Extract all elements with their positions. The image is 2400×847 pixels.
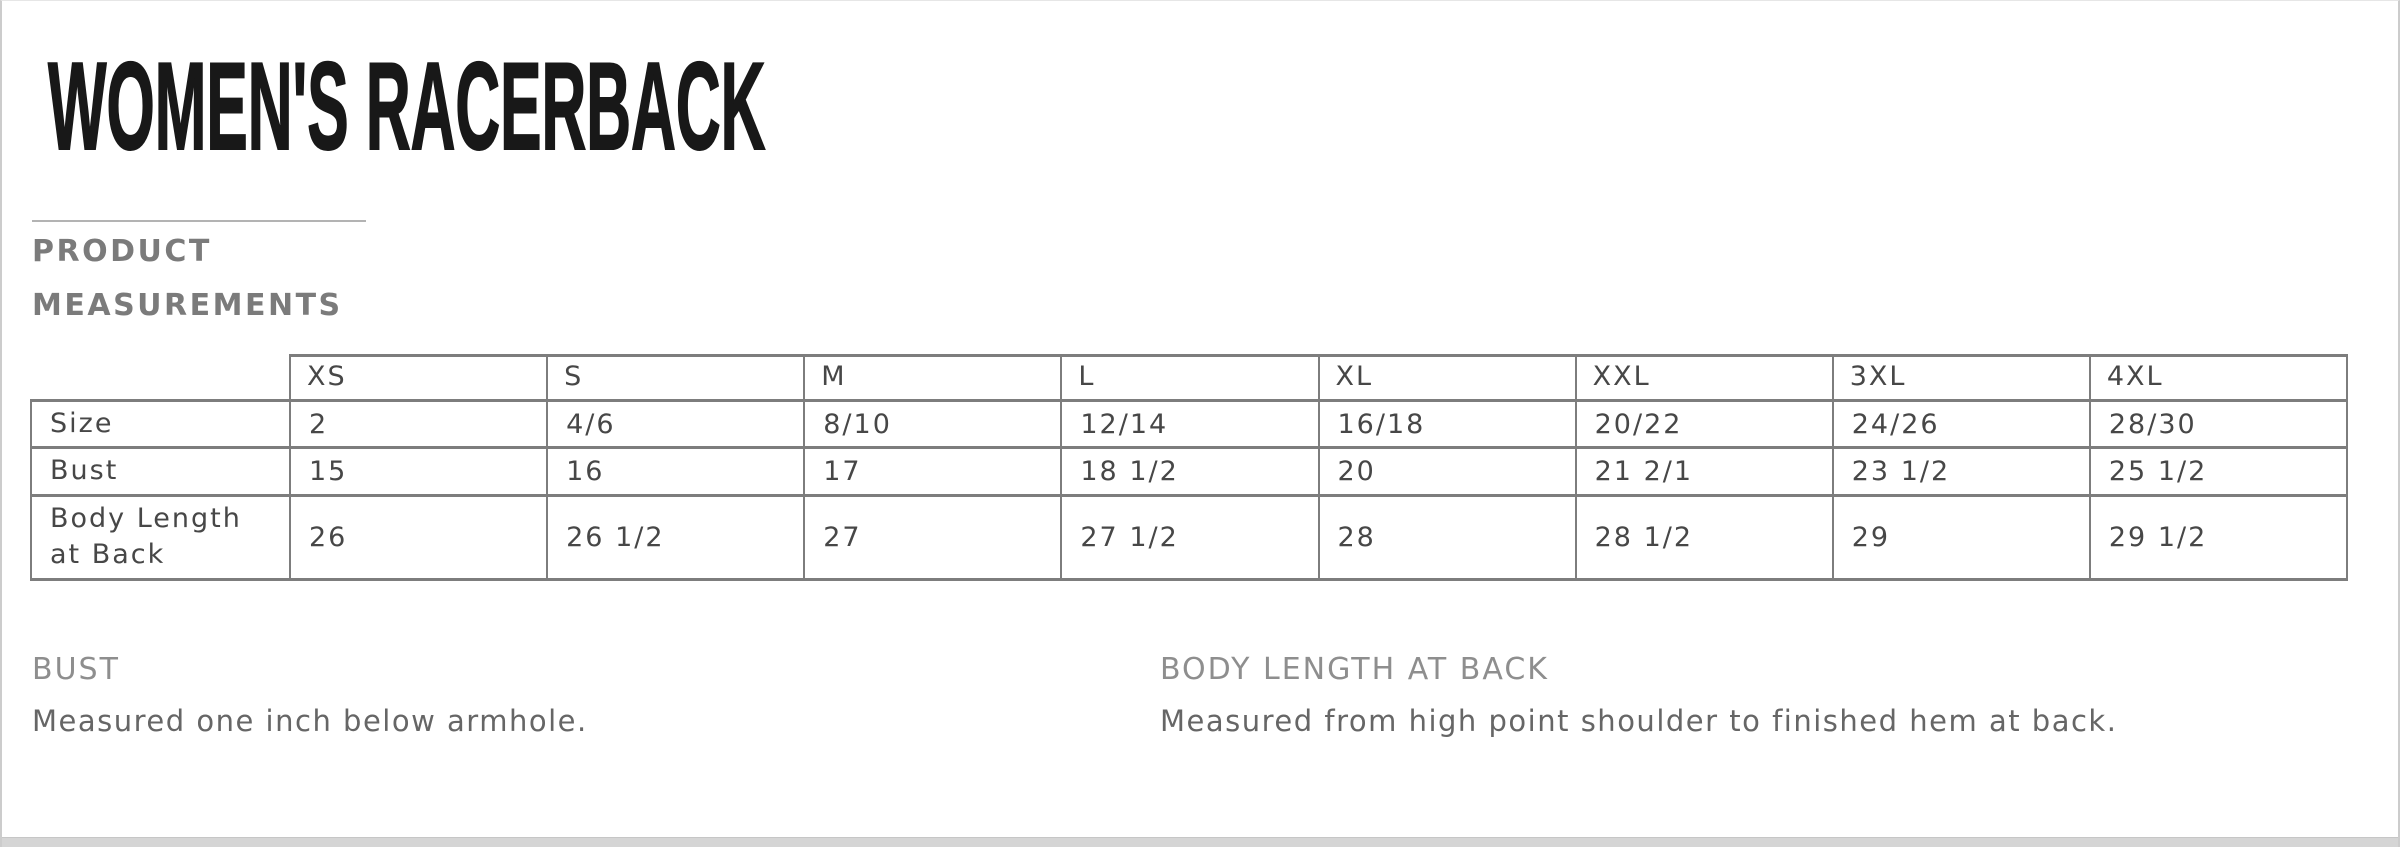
measurement-cell: 25 1/2 [2088, 446, 2349, 497]
size-chart-head: XS S M L XL XXL 3XL 4XL [31, 354, 2349, 402]
measurement-cell: 4/6 [546, 398, 806, 450]
measurement-cell: 26 [288, 493, 549, 581]
measurement-cell: 28 [1317, 493, 1577, 581]
measurement-row: Bust 15 16 17 18 1/2 20 21 2/1 23 1/2 25 1/2 [30, 446, 2349, 497]
measurement-cell: 2 [288, 398, 549, 450]
measurement-row-label: Bust [30, 446, 291, 497]
size-column-header: XS [288, 354, 549, 402]
size-column-header: XXL [1574, 354, 1834, 402]
section-divider [32, 220, 366, 222]
page-bottom-strip [2, 837, 2398, 847]
measurement-row-label: Size [30, 398, 291, 450]
measurement-cell: 12/14 [1060, 398, 1320, 450]
measurement-cell: 28/30 [2088, 398, 2349, 450]
note-bust-description: Measured one inch below armhole. [32, 704, 588, 738]
measurement-cell: 29 [1831, 493, 2091, 581]
measurement-cell: 27 [803, 493, 1063, 581]
measurement-cell: 20 [1317, 446, 1577, 497]
size-column-header: 4XL [2088, 354, 2349, 402]
size-chart-body: Size 2 4/6 8/10 12/14 16/18 20/22 24/26 28/30 Bus… [30, 398, 2349, 581]
size-chart-header-row: XS S M L XL XXL 3XL 4XL [31, 354, 2349, 402]
measurement-cell: 21 2/1 [1574, 446, 1834, 497]
measurement-row: Body Length at Back 26 26 1/2 27 27 1/2 28 28 … [30, 493, 2349, 581]
note-bust: BUST Measured one inch below armhole. [32, 653, 1092, 739]
page-title: WOMEN'S RACERBACK [48, 38, 766, 176]
measurement-cell: 18 1/2 [1060, 446, 1320, 497]
section-heading: PRODUCT MEASUREMENTS [32, 225, 343, 333]
section-heading-line1: PRODUCT [32, 234, 212, 269]
measurement-cell: 26 1/2 [546, 493, 806, 581]
measurement-cell: 24/26 [1831, 398, 2091, 450]
size-chart-table: XS S M L XL XXL 3XL 4XL Size 2 4/6 8/10 12/14 16/18 2… [30, 354, 2349, 581]
note-body-length: BODY LENGTH AT BACK Measured from high p… [1160, 653, 2340, 739]
size-column-header: L [1060, 354, 1320, 402]
measurement-cell: 16/18 [1317, 398, 1577, 450]
measurement-cell: 16 [546, 446, 806, 497]
note-body-length-heading: BODY LENGTH AT BACK [1160, 652, 1549, 687]
size-column-header: M [803, 354, 1063, 402]
measurement-cell: 23 1/2 [1831, 446, 2091, 497]
measurement-cell: 20/22 [1574, 398, 1834, 450]
size-chart-table-wrap: XS S M L XL XXL 3XL 4XL Size 2 4/6 8/10 12/14 16/18 2… [30, 354, 2349, 581]
measurement-row-label: Body Length at Back [30, 493, 291, 581]
measurement-cell: 15 [288, 446, 549, 497]
measurement-row: Size 2 4/6 8/10 12/14 16/18 20/22 24/26 28/30 [30, 398, 2349, 450]
measurement-cell: 28 1/2 [1574, 493, 1834, 581]
size-column-header: XL [1317, 354, 1577, 402]
note-body-length-description: Measured from high point shoulder to fin… [1160, 704, 2118, 738]
size-column-header: 3XL [1831, 354, 2091, 402]
size-chart-corner-cell [31, 356, 290, 401]
measurement-cell: 17 [803, 446, 1063, 497]
measurement-cell: 27 1/2 [1060, 493, 1320, 581]
size-column-header: S [546, 354, 806, 402]
measurement-cell: 8/10 [803, 398, 1063, 450]
section-heading-line2: MEASUREMENTS [32, 288, 343, 323]
note-bust-heading: BUST [32, 652, 120, 687]
measurement-cell: 29 1/2 [2088, 493, 2349, 581]
